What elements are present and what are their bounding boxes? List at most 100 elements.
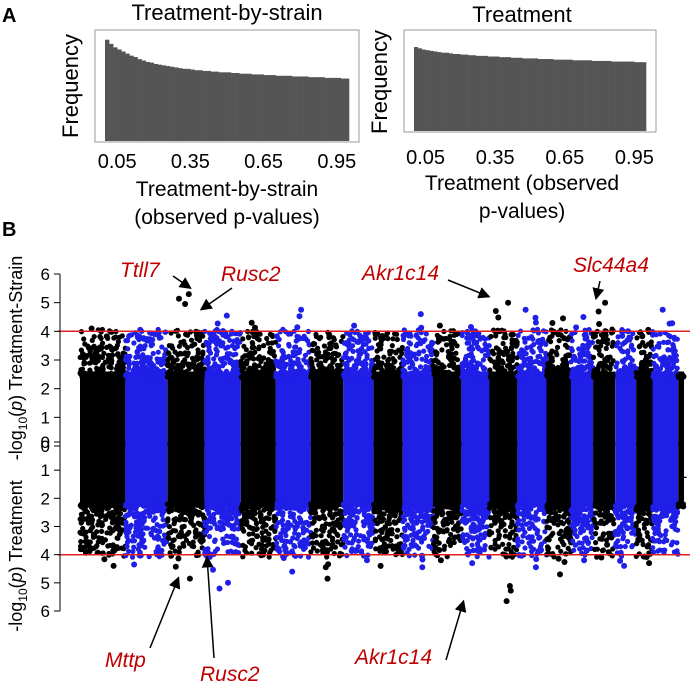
chr-13-bottom-point xyxy=(492,509,498,515)
chr-2-bottom-point xyxy=(142,544,148,550)
hist2-bar xyxy=(553,59,558,131)
hist1-bar xyxy=(243,73,248,141)
chr-2-bottom-point xyxy=(155,544,161,550)
chr-4-bottom-point xyxy=(234,502,240,508)
chr-13-bottom-point xyxy=(510,544,517,550)
chr-7-top-point xyxy=(325,372,331,378)
chr-5-bottom-point xyxy=(250,531,256,537)
chr-11-bottom-point xyxy=(447,542,453,549)
chr-3-top-point xyxy=(169,374,175,380)
chr-7-top-point xyxy=(324,355,330,361)
chr-2-bottom-point xyxy=(132,529,139,535)
chr-2-top-point xyxy=(160,361,166,367)
chr-8-bottom-point xyxy=(359,548,365,554)
chr-2-bottom-point xyxy=(156,535,162,541)
chr-2-bottom-point xyxy=(160,517,166,523)
chr-3-bottom-point xyxy=(176,549,182,555)
chr-2-bottom-point xyxy=(157,528,163,535)
panel-label-a: A xyxy=(2,5,16,27)
chr-11-top-point xyxy=(448,356,454,362)
chr-11-top-point xyxy=(453,350,459,356)
chr-12-top-point xyxy=(482,352,488,358)
chr-4-bottom-point xyxy=(204,501,210,507)
hist2-bar xyxy=(545,59,550,131)
chr-5-bottom-point xyxy=(246,531,252,537)
chr-2-top-point xyxy=(135,369,141,375)
chr-20-top-point xyxy=(661,354,667,360)
chr-3-bottom-point xyxy=(172,518,178,524)
chr-16-top-point xyxy=(568,331,575,337)
hist1-xlabel-line1: Treatment-by-strain xyxy=(136,178,318,201)
chr-17-top-point xyxy=(604,340,611,347)
chr-12-top-point xyxy=(480,364,486,370)
chr-10-top-point xyxy=(424,353,430,359)
chr-20-top-point xyxy=(651,360,657,366)
chr-13-bottom-hit xyxy=(506,583,513,589)
chr-4-bottom-point xyxy=(224,533,230,539)
chr-7-top-point xyxy=(333,342,339,348)
chr-12-top-point xyxy=(463,360,469,366)
chr-7-top-point xyxy=(316,362,322,368)
hist2-bar xyxy=(495,56,500,132)
hist1-bar xyxy=(125,53,130,142)
chr-6-top-point xyxy=(276,336,282,343)
chr-8-bottom-point xyxy=(348,501,354,507)
hist2-bar xyxy=(464,54,469,132)
chr-2-top-point xyxy=(124,370,130,376)
chr-8-top-point xyxy=(344,360,350,366)
chr-2-top-point xyxy=(132,363,139,369)
chr-13-bottom-point xyxy=(505,512,511,518)
chr-3-top-point xyxy=(195,373,201,379)
chr-11-bottom-point xyxy=(434,539,440,545)
chr-20-top-point xyxy=(671,344,677,350)
chr-9-top-point xyxy=(385,336,391,342)
chr-18-top-point xyxy=(622,339,629,345)
chr-13-top-hit xyxy=(492,308,499,314)
chr-4-bottom-point xyxy=(225,503,231,509)
chr-3-top-point xyxy=(202,366,208,372)
chr-3-bottom-point xyxy=(168,504,174,510)
hist1-bar xyxy=(129,55,134,141)
chr-5-top-point xyxy=(269,332,275,338)
chr-12-bottom-point xyxy=(460,516,466,523)
chr-2-bottom-point xyxy=(154,506,160,512)
chr-9-bottom-point xyxy=(377,534,383,540)
chr-10-top-point xyxy=(410,361,416,367)
chr-6-bottom-hit xyxy=(281,543,288,550)
chr-15-top-point xyxy=(546,365,552,371)
hist2-tick-label: 0.65 xyxy=(545,147,584,169)
chr-8-bottom-point xyxy=(345,509,351,515)
chr-2-top-point xyxy=(155,349,161,355)
chr-3-bottom-point xyxy=(192,534,199,540)
chr-2-top-point xyxy=(150,362,156,368)
chr-10-top-point xyxy=(402,368,408,374)
chr-4-bottom-point xyxy=(230,510,236,516)
chr-4-bottom-point xyxy=(209,505,215,511)
chr-3-top-point xyxy=(183,369,189,375)
chr-4-bottom-point xyxy=(212,538,218,545)
chr-10-bottom-point xyxy=(426,543,432,549)
hist2-plot-frame xyxy=(403,29,657,133)
chr-13-bottom-point xyxy=(492,541,498,547)
chr-6-top-point xyxy=(292,360,298,366)
chr-10-bottom-point xyxy=(411,511,417,517)
chr-16-top-point xyxy=(568,359,574,365)
chr-1-top-point xyxy=(81,336,87,342)
chr-13-top-point xyxy=(488,358,494,364)
chr-3-bottom-point xyxy=(165,518,171,524)
chr-5-bottom-point xyxy=(254,533,260,539)
chr-5-bottom-point xyxy=(260,534,266,541)
chr-1-top-point xyxy=(89,355,95,361)
hist1-bar xyxy=(324,77,329,141)
chr-9-bottom-point xyxy=(386,517,392,523)
chr-8-bottom-point xyxy=(342,544,348,550)
chr-10-bottom-point xyxy=(415,517,421,524)
chr-5-bottom-point xyxy=(262,501,268,507)
chr-1-top-point xyxy=(113,334,119,340)
chr-1-top-point xyxy=(96,354,102,360)
chr-12-top-point xyxy=(482,373,488,380)
hist2-bar xyxy=(444,52,450,131)
hist2-bar xyxy=(611,61,616,132)
chr-10-bottom-point xyxy=(402,527,408,533)
chr-13-bottom-point xyxy=(496,533,502,539)
